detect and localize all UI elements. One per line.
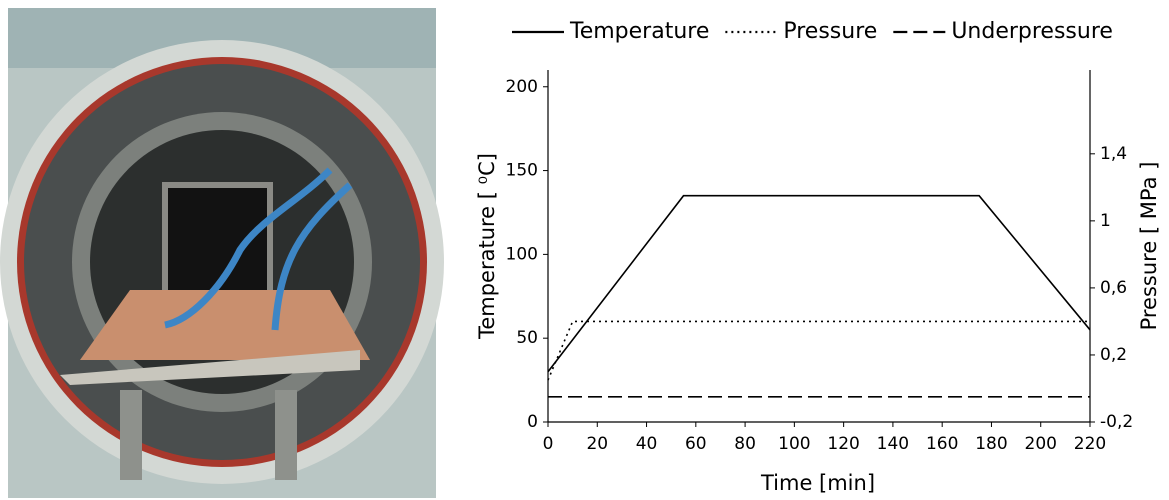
x-tick-label: 140 [877, 434, 909, 454]
legend-label: Temperature [569, 19, 709, 44]
y-tick-label: 150 [506, 161, 538, 181]
x-tick-label: 0 [543, 434, 554, 454]
x-tick-label: 40 [636, 434, 658, 454]
y-tick-label: 50 [516, 328, 538, 348]
y-axis-label: Temperature [ ⁰C] [475, 153, 499, 340]
y2-tick-label: 1,4 [1100, 144, 1127, 164]
x-tick-label: 160 [926, 434, 958, 454]
x-tick-label: 100 [778, 434, 810, 454]
rail [120, 390, 142, 480]
x-tick-label: 180 [975, 434, 1007, 454]
vacuum-bag [80, 290, 370, 360]
tool-plate [60, 350, 360, 385]
x-tick-label: 20 [586, 434, 608, 454]
y2-tick-label: 0,2 [1100, 345, 1127, 365]
legend-label: Pressure [783, 19, 877, 44]
series-line [547, 320, 1090, 381]
y-tick-label: 0 [527, 412, 538, 432]
y2-tick-label: 0,6 [1100, 278, 1127, 298]
y2-axis-label: Pressure [ MPa ] [1137, 162, 1161, 331]
x-axis-label: Time [min] [760, 471, 875, 495]
rail [275, 390, 297, 480]
hose [164, 167, 353, 331]
y-tick-label: 200 [506, 77, 538, 97]
autoclave-photo [0, 8, 444, 498]
x-tick-label: 80 [734, 434, 756, 454]
x-tick-label: 220 [1074, 434, 1106, 454]
legend-label: Underpressure [951, 19, 1113, 44]
x-tick-label: 60 [685, 434, 707, 454]
x-tick-label: 200 [1025, 434, 1057, 454]
y2-tick-label: 1 [1100, 211, 1111, 231]
x-tick-label: 120 [827, 434, 859, 454]
series-line [547, 194, 1091, 373]
y2-tick-label: -0,2 [1100, 412, 1133, 432]
y-tick-label: 100 [506, 244, 538, 264]
